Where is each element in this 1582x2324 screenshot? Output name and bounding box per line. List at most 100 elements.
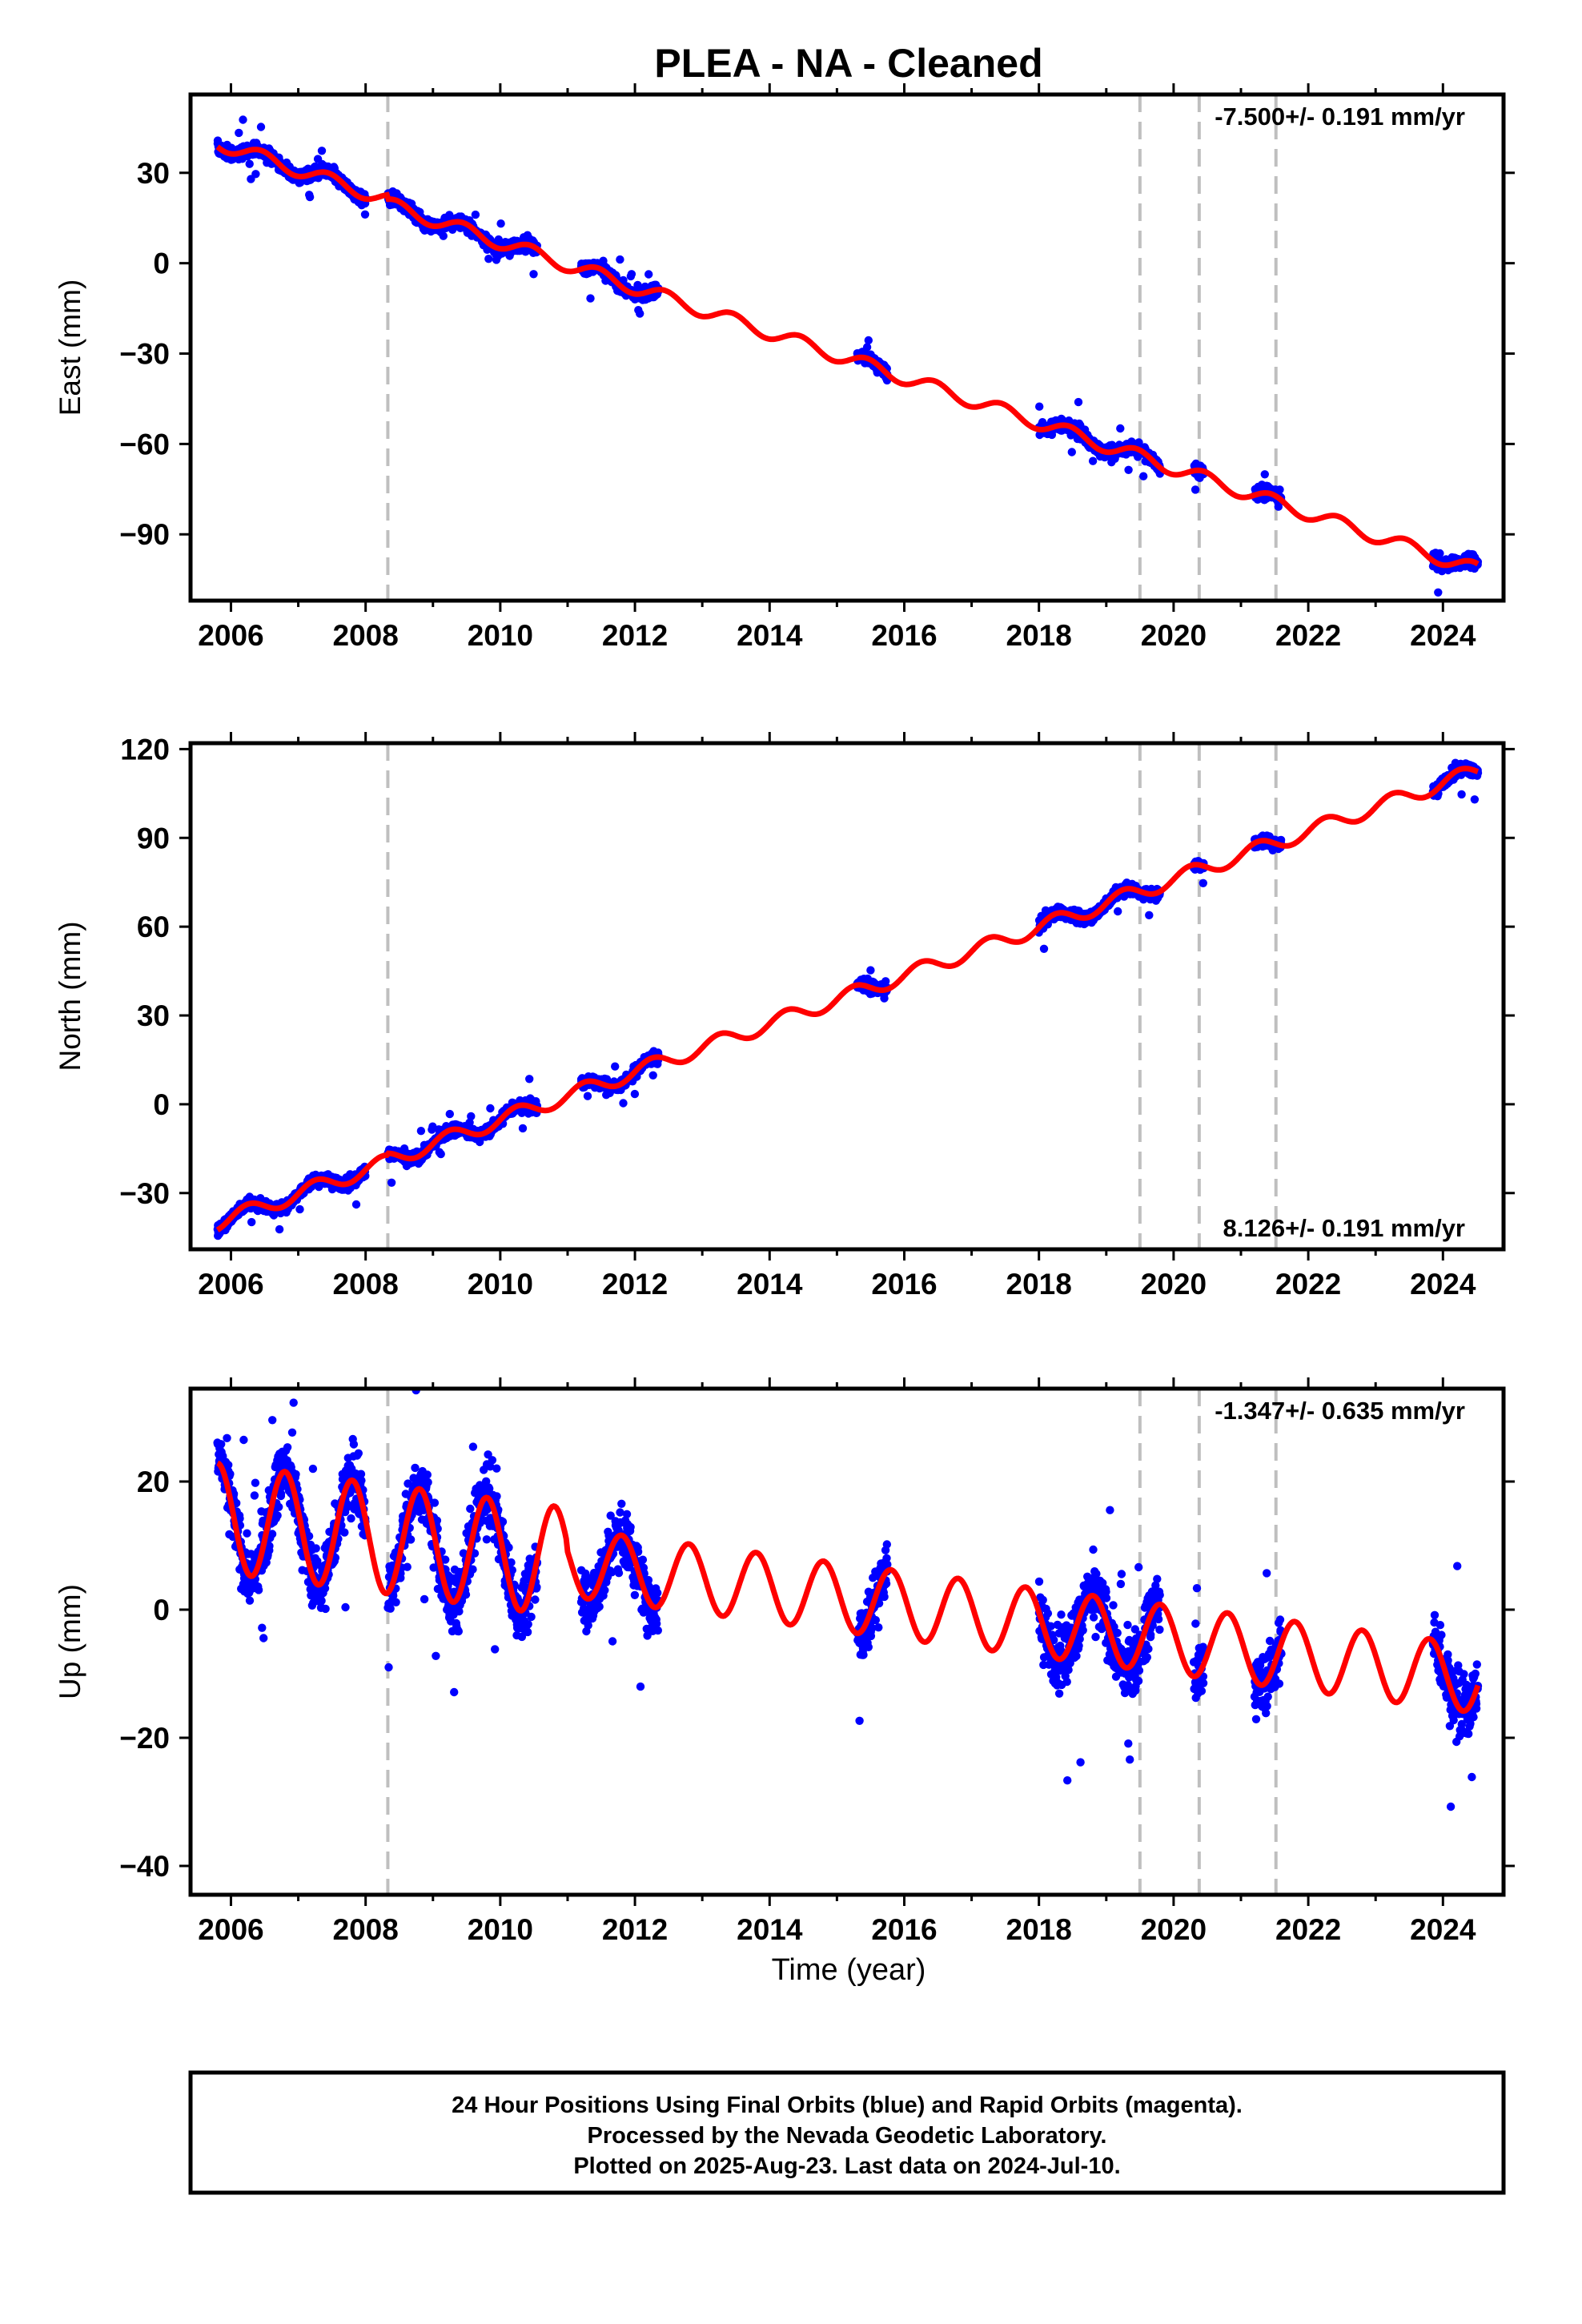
- data-point: [217, 1440, 226, 1449]
- data-point: [866, 966, 875, 975]
- data-points: [213, 115, 1483, 597]
- x-tick-label: 2024: [1410, 619, 1476, 652]
- panel-north: 2006 2008 2010 2012 2014 2016 2018 2020 2022 2024…: [54, 732, 1515, 1301]
- y-tick-label: 0: [153, 1088, 170, 1121]
- x-tick-label: 2014: [737, 619, 803, 652]
- y-tick-label: −30: [119, 1177, 170, 1210]
- data-point: [247, 1217, 256, 1227]
- x-tick-label: 2012: [602, 1268, 668, 1301]
- data-point: [644, 270, 653, 279]
- chart-title: PLEA - NA - Cleaned: [654, 41, 1042, 86]
- x-tick-label: 2008: [333, 619, 399, 652]
- data-point: [1435, 549, 1444, 558]
- y-tick-label: −90: [119, 518, 170, 551]
- x-tick-label: 2012: [602, 619, 668, 652]
- data-point: [1039, 944, 1049, 954]
- rate-annotation: -7.500+/- 0.191 mm/yr: [1215, 103, 1465, 131]
- data-point: [416, 1127, 426, 1136]
- data-point: [1199, 879, 1208, 888]
- data-point: [245, 1596, 255, 1605]
- x-tick-label: 2024: [1410, 1268, 1476, 1301]
- data-point: [1035, 402, 1044, 411]
- data-point: [529, 270, 538, 279]
- data-point: [525, 1075, 534, 1084]
- data-point: [436, 1149, 445, 1159]
- data-point: [1275, 485, 1284, 494]
- data-point: [251, 1478, 260, 1487]
- data-point: [251, 170, 260, 179]
- y-tick-label: 120: [120, 733, 170, 766]
- model-curve: [215, 766, 1480, 1232]
- x-tick-label: 2022: [1275, 619, 1341, 652]
- data-point: [1114, 907, 1122, 916]
- data-point: [275, 1224, 284, 1234]
- x-tick-label: 2006: [198, 619, 263, 652]
- x-tick-label: 2006: [198, 1268, 263, 1301]
- y-axis-label: North (mm): [54, 921, 86, 1071]
- data-point: [256, 123, 266, 131]
- data-point: [627, 270, 636, 279]
- model-curve: [215, 144, 1480, 569]
- x-tick-label: 2010: [468, 619, 533, 652]
- panel-up: 2006 2008 2010 2012 2014 2016 2018 2020 2022 2024…: [54, 1377, 1515, 1946]
- data-point: [239, 1435, 248, 1445]
- data-point: [467, 1112, 476, 1121]
- data-point: [245, 159, 254, 168]
- y-axis-label: East (mm): [54, 279, 86, 416]
- y-tick-label: −30: [119, 338, 170, 371]
- y-tick-label: 0: [153, 247, 170, 280]
- data-points: [213, 758, 1483, 1240]
- y-tick-label: 30: [137, 999, 170, 1032]
- x-tick-label: 2014: [737, 1268, 803, 1301]
- data-point: [439, 231, 448, 240]
- data-point: [1074, 397, 1083, 407]
- data-point: [583, 1092, 592, 1100]
- data-point: [445, 1109, 454, 1119]
- data-point: [471, 210, 480, 219]
- data-point: [862, 343, 872, 352]
- data-point: [305, 192, 315, 202]
- data-point: [317, 147, 327, 155]
- x-tick-label: 2018: [1006, 1268, 1072, 1301]
- x-tick-label: 2022: [1275, 1268, 1341, 1301]
- data-point: [1434, 588, 1443, 597]
- data-point: [864, 336, 873, 345]
- data-point: [484, 255, 493, 263]
- data-point: [1457, 790, 1466, 799]
- x-tick-label: 2018: [1006, 619, 1072, 652]
- data-point: [619, 1099, 628, 1108]
- y-tick-label: 30: [137, 157, 170, 190]
- y-tick-label: −60: [119, 428, 170, 460]
- data-point: [254, 1586, 263, 1594]
- x-tick-label: 2020: [1141, 1268, 1207, 1301]
- x-tick-label: 2016: [871, 1268, 937, 1301]
- data-point: [1124, 465, 1133, 474]
- plot-frame: [188, 92, 1506, 603]
- data-point: [360, 210, 370, 219]
- data-point: [250, 1491, 259, 1500]
- data-point: [239, 115, 247, 124]
- data-point: [636, 309, 644, 318]
- data-point: [387, 1178, 396, 1188]
- data-point: [518, 1124, 528, 1133]
- data-point: [1145, 911, 1154, 920]
- data-point: [223, 1433, 231, 1443]
- y-tick-label: 90: [137, 822, 170, 854]
- x-tick-label: 2010: [468, 1268, 533, 1301]
- data-point: [243, 1529, 251, 1538]
- data-point: [1470, 795, 1480, 804]
- data-point: [1139, 472, 1148, 480]
- data-point: [630, 1089, 640, 1099]
- data-point: [1191, 485, 1200, 494]
- data-point: [1088, 456, 1098, 465]
- x-tick-label: 2016: [871, 619, 937, 652]
- data-point: [1116, 424, 1125, 433]
- y-tick-label: 60: [137, 911, 170, 943]
- data-point: [586, 294, 595, 303]
- data-point: [235, 128, 243, 138]
- data-point: [611, 1062, 620, 1071]
- data-point: [1067, 448, 1077, 456]
- data-point: [616, 255, 624, 264]
- data-point: [465, 1118, 474, 1128]
